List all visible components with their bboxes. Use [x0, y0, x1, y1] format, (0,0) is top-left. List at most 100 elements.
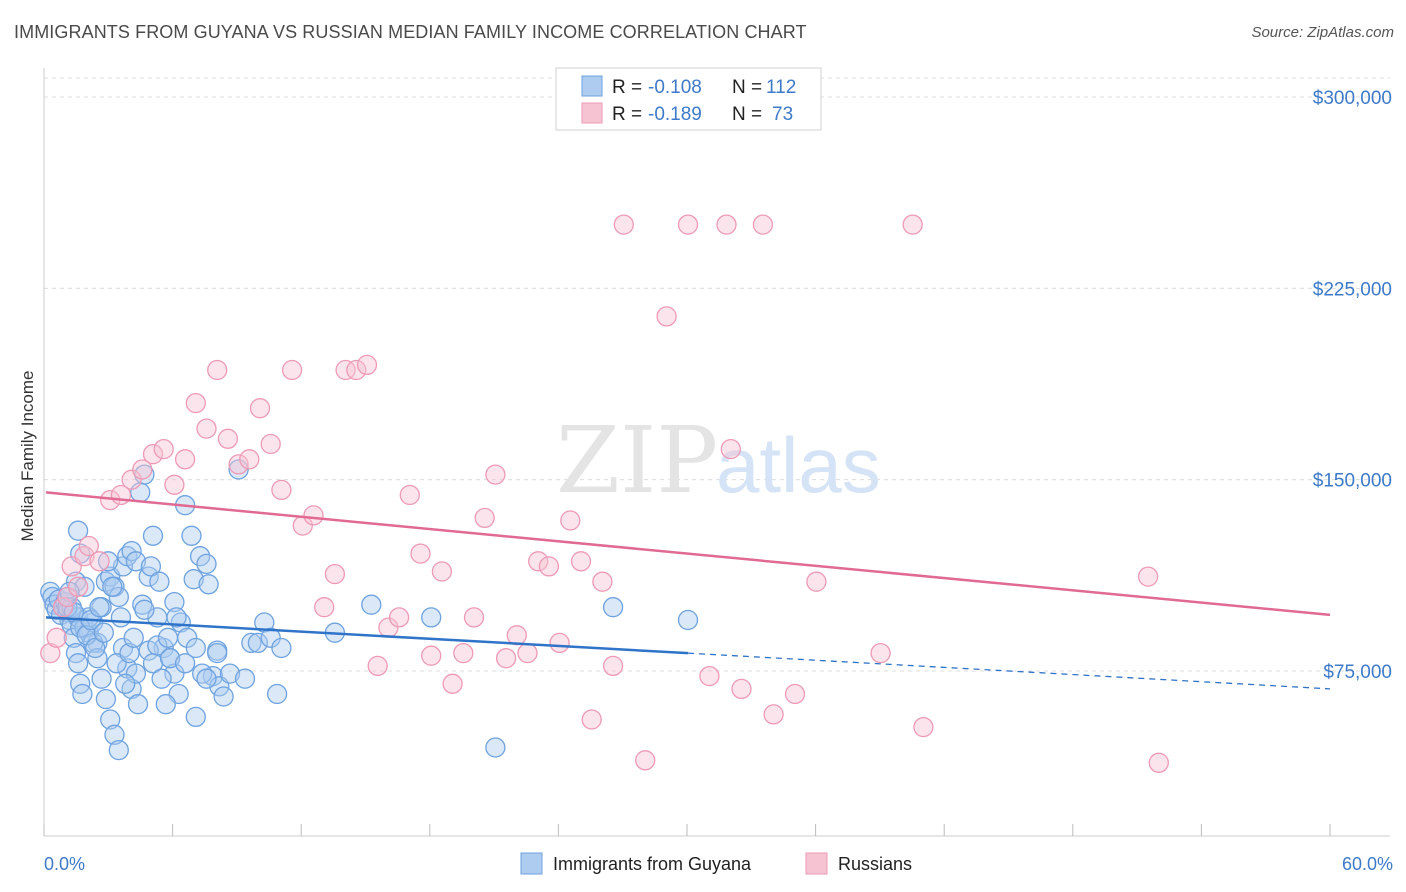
guyana-point-73	[181, 525, 202, 546]
guyana-point-60	[147, 635, 168, 656]
russians-point-17	[185, 392, 206, 414]
guyana-point-115	[166, 607, 187, 628]
guyana-point-84	[254, 612, 275, 633]
russians-point-44	[474, 507, 495, 529]
guyana-point-39	[91, 668, 112, 689]
watermark-atlas: atlas	[716, 421, 881, 509]
trend-line-guyana	[45, 616, 689, 655]
y-axis-label: Median Family Income	[18, 370, 37, 541]
guyana-point-28	[112, 556, 134, 577]
y-tick-label-1: $150,000	[1313, 471, 1392, 492]
series-guyana-points	[40, 459, 699, 761]
y-tick-label-0: $75,000	[1323, 662, 1392, 683]
russians-point-38	[410, 543, 431, 564]
guyana-point-90	[421, 607, 442, 628]
guyana-point-74	[185, 706, 206, 728]
russians-point-29	[314, 597, 335, 618]
russians-point-40	[431, 561, 453, 582]
guyana-point-81	[234, 668, 256, 689]
russians-point-23	[249, 398, 271, 419]
guyana-point-82	[241, 632, 262, 654]
guyana-point-85	[260, 627, 281, 648]
stats-n-label-guyana: N =	[732, 77, 762, 98]
russians-point-0	[40, 642, 61, 664]
guyana-point-119	[207, 642, 228, 664]
guyana-point-103	[97, 551, 119, 572]
russians-point-42	[453, 642, 474, 664]
guyana-point-101	[89, 597, 110, 618]
russians-point-52	[560, 510, 581, 531]
russians-point-69	[870, 642, 891, 664]
guyana-point-67	[183, 569, 204, 590]
legend-swatch-russians	[805, 852, 828, 875]
russians-point-8	[89, 551, 110, 572]
russians-point-50	[538, 556, 560, 577]
trend-lines	[45, 491, 1331, 690]
russians-point-47	[506, 625, 527, 646]
russians-point-72	[1137, 566, 1159, 587]
guyana-point-30	[121, 540, 142, 562]
russians-point-37	[399, 484, 420, 506]
guyana-point-91	[485, 737, 506, 758]
guyana-point-117	[185, 637, 206, 659]
russians-point-34	[367, 655, 388, 677]
chart-title: IMMIGRANTS FROM GUYANA VS RUSSIAN MEDIAN…	[14, 22, 807, 42]
russians-point-66	[763, 704, 784, 725]
guyana-point-69	[196, 553, 217, 575]
russians-point-1	[46, 627, 67, 648]
russians-point-41	[442, 673, 463, 694]
guyana-point-12	[65, 642, 87, 664]
russians-point-56	[602, 655, 624, 677]
russians-point-71	[913, 716, 934, 738]
russians-point-67	[784, 683, 806, 705]
chart-source: Source: ZipAtlas.com	[1251, 24, 1394, 41]
stats-r-label-guyana: R =	[612, 77, 642, 98]
stats-n-label-russians: N =	[732, 104, 762, 125]
guyana-point-54	[164, 663, 185, 684]
russians-point-30	[324, 563, 346, 585]
russians-point-21	[228, 454, 249, 475]
guyana-point-47	[125, 663, 147, 684]
russians-point-59	[656, 306, 677, 327]
guyana-point-78	[213, 686, 234, 707]
russians-point-61	[699, 665, 720, 687]
guyana-point-114	[157, 627, 179, 648]
guyana-point-31	[125, 551, 147, 572]
russians-point-16	[174, 449, 196, 470]
russians-point-51	[549, 632, 570, 654]
russians-point-15	[164, 474, 185, 495]
guyana-point-102	[93, 622, 114, 643]
russians-point-58	[635, 750, 656, 771]
guyana-point-110	[127, 694, 149, 715]
russians-point-31	[335, 359, 356, 381]
russians-point-62	[716, 214, 737, 235]
russians-point-5	[67, 576, 89, 597]
stats-n-value-russians: 73	[772, 104, 793, 125]
guyana-point-42	[104, 724, 125, 745]
series-legend: Immigrants from Guyana Russians	[520, 852, 912, 875]
russians-point-12	[132, 459, 153, 480]
guyana-point-11	[63, 627, 84, 648]
guyana-point-40	[95, 688, 117, 710]
russians-point-13	[142, 444, 164, 465]
legend-swatch-guyana	[520, 852, 543, 875]
guyana-point-104	[102, 576, 123, 597]
grid-lines	[44, 77, 1390, 672]
russians-point-2	[52, 597, 74, 618]
x-tick-label-0: 0.0%	[44, 854, 85, 874]
russians-point-28	[303, 505, 324, 526]
russians-point-45	[485, 464, 506, 485]
guyana-point-27	[108, 586, 129, 608]
guyana-point-14	[70, 673, 91, 694]
russians-point-24	[260, 433, 281, 455]
stats-legend-swatch-guyana	[581, 75, 603, 97]
guyana-point-33	[67, 520, 89, 541]
russians-point-43	[463, 607, 485, 628]
stats-legend: R = -0.108 N = 112 R = -0.189 N = 73	[555, 67, 822, 131]
guyana-point-38	[87, 648, 108, 669]
russians-point-3	[57, 586, 78, 608]
x-tick-label-1: 60.0%	[1342, 854, 1393, 874]
guyana-point-92	[602, 597, 624, 618]
guyana-point-61	[151, 668, 172, 689]
guyana-point-96	[63, 602, 84, 623]
